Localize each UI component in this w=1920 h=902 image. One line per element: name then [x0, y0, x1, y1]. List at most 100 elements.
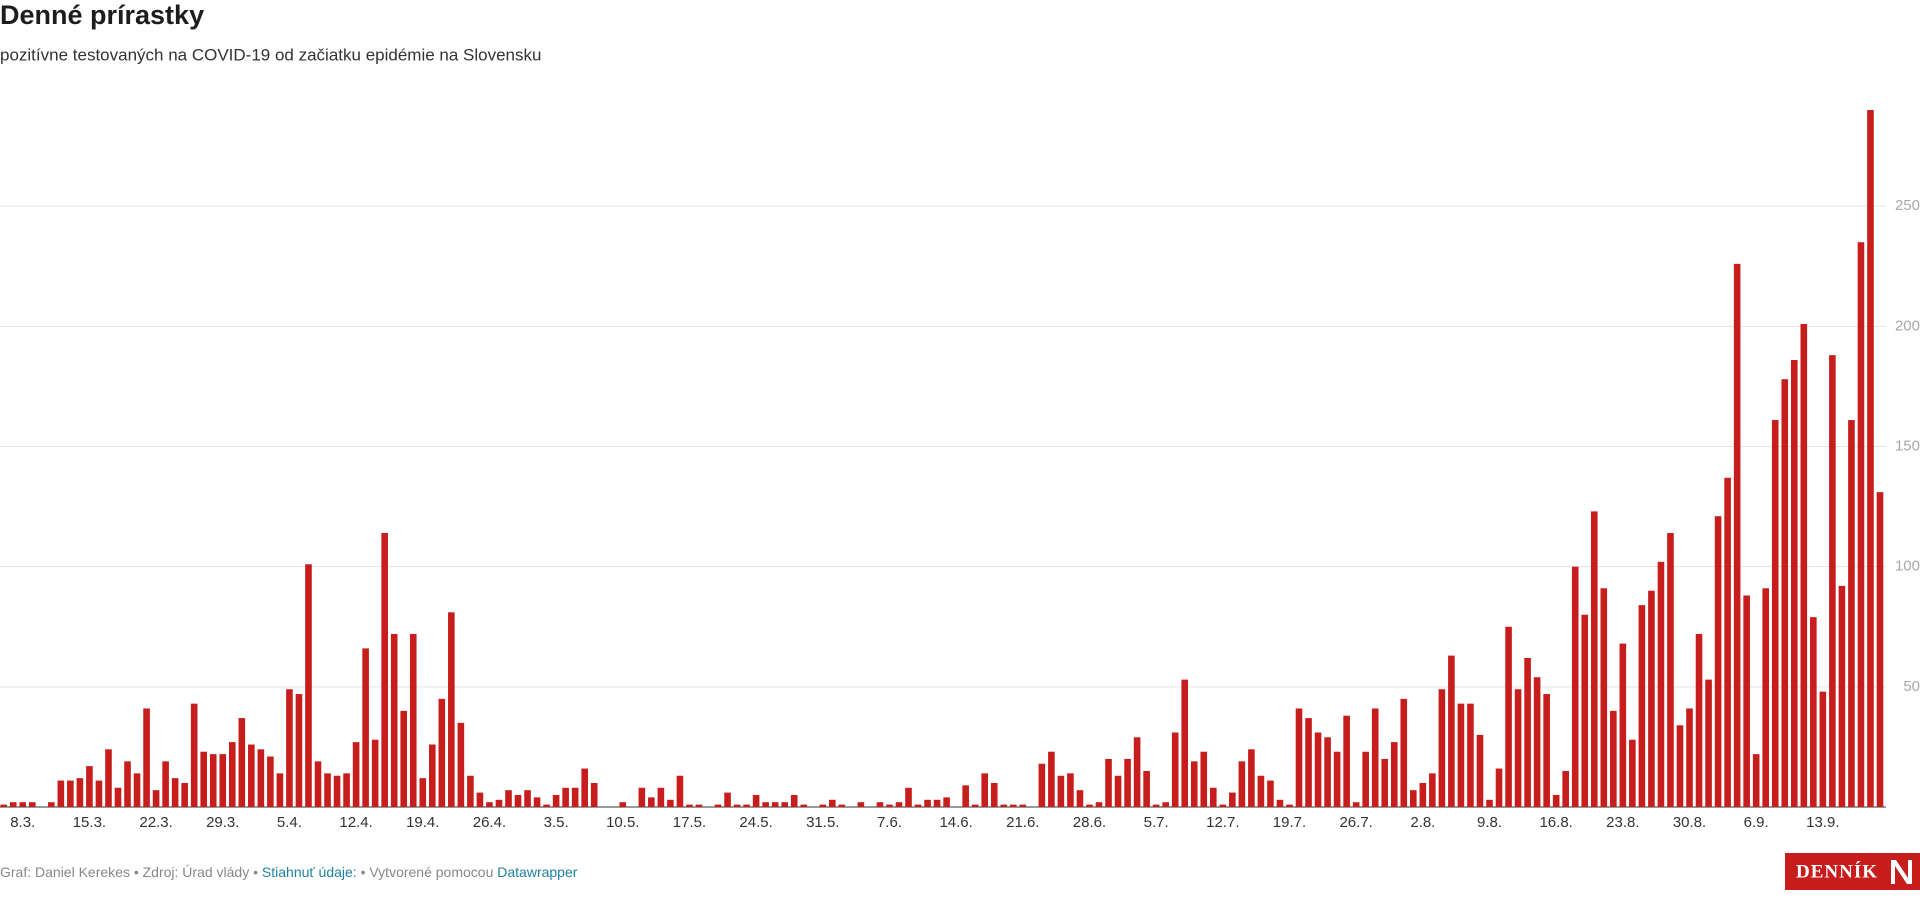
- bar: [1495, 768, 1503, 807]
- bar: [428, 744, 436, 807]
- x-tick-label: 26.7.: [1339, 814, 1372, 831]
- bar: [419, 778, 427, 807]
- bar: [1486, 799, 1493, 807]
- bar: [1381, 758, 1389, 807]
- bar: [1705, 679, 1712, 807]
- bar: [314, 761, 322, 807]
- bar: [733, 804, 741, 807]
- bar: [638, 787, 646, 807]
- bar: [48, 802, 55, 807]
- y-tick-label: 200: [1895, 317, 1920, 334]
- bar: [1600, 588, 1608, 807]
- x-tick-label: 21.6.: [1006, 814, 1039, 831]
- bar: [286, 689, 293, 807]
- bar: [1638, 605, 1646, 807]
- bar: [533, 797, 541, 807]
- bar: [1724, 477, 1731, 807]
- bar: [619, 802, 627, 807]
- bar: [1400, 698, 1408, 807]
- bar: [1257, 775, 1265, 807]
- bar: [1657, 561, 1665, 807]
- bar: [1095, 802, 1103, 807]
- x-tick-label: 29.3.: [206, 814, 239, 831]
- bar: [457, 722, 465, 807]
- logo-box: [1785, 853, 1920, 890]
- x-tick-label: 16.8.: [1539, 814, 1572, 831]
- bar: [495, 799, 503, 807]
- bar: [552, 794, 560, 807]
- y-tick-label: 100: [1895, 558, 1920, 575]
- bar: [819, 804, 827, 807]
- bar: [1429, 773, 1436, 807]
- bar: [1790, 359, 1798, 807]
- bar: [333, 775, 341, 807]
- bar: [1000, 804, 1008, 807]
- bar: [1590, 511, 1598, 807]
- bar: [1324, 737, 1331, 807]
- datawrapper-link[interactable]: Datawrapper: [497, 864, 577, 880]
- bar: [1067, 773, 1074, 807]
- bar: [914, 804, 922, 807]
- bar: [362, 648, 369, 807]
- bar: [971, 804, 979, 807]
- x-tick-label: 9.8.: [1477, 814, 1502, 831]
- bar: [248, 744, 255, 807]
- bar: [1286, 804, 1293, 807]
- x-tick-label: 31.5.: [806, 814, 839, 831]
- bar: [295, 694, 303, 807]
- bar: [1438, 689, 1446, 807]
- bar: [1276, 799, 1284, 807]
- bar: [1371, 708, 1379, 807]
- bar: [67, 780, 74, 807]
- bar: [1457, 703, 1465, 807]
- bar: [1771, 420, 1779, 807]
- chart-title: Denné prírastky: [0, 0, 204, 30]
- bar: [486, 802, 493, 807]
- bar: [95, 780, 103, 807]
- bar: [962, 785, 969, 807]
- bar: [790, 794, 798, 807]
- bar: [448, 612, 455, 807]
- download-link[interactable]: Stiahnuť údaje:: [262, 864, 357, 880]
- bar: [1752, 754, 1760, 807]
- bar: [114, 787, 122, 807]
- logo-icon: [1891, 860, 1912, 884]
- bar: [267, 756, 274, 807]
- bar: [171, 778, 179, 807]
- bar: [562, 787, 569, 807]
- bar: [514, 794, 522, 807]
- bar: [1838, 585, 1846, 807]
- bar: [1848, 420, 1855, 807]
- bar: [1086, 804, 1093, 807]
- bar: [590, 782, 598, 807]
- bar: [1819, 691, 1827, 807]
- bar: [343, 773, 350, 807]
- bar: [305, 564, 312, 807]
- x-tick-label: 19.7.: [1273, 814, 1306, 831]
- bar: [86, 766, 93, 807]
- bar: [1229, 792, 1236, 807]
- bar: [857, 802, 865, 807]
- x-tick-label: 24.5.: [739, 814, 772, 831]
- bar: [1857, 242, 1865, 807]
- bar: [1333, 751, 1341, 807]
- bar: [1695, 633, 1703, 807]
- y-tick-label: 150: [1895, 437, 1920, 454]
- bar: [1467, 703, 1474, 807]
- bar: [1829, 355, 1836, 807]
- chart-subtitle: pozitívne testovaných na COVID-19 od zač…: [0, 45, 541, 64]
- bar: [905, 787, 912, 807]
- bar: [1743, 595, 1750, 807]
- bar: [1781, 379, 1789, 807]
- bar: [1629, 739, 1636, 807]
- bar: [162, 761, 169, 807]
- bar: [1143, 770, 1150, 807]
- bar: [524, 790, 531, 807]
- bar: [1343, 715, 1350, 807]
- bar: [57, 780, 65, 807]
- bar: [657, 787, 665, 807]
- bar: [829, 799, 836, 807]
- bar: [543, 804, 550, 807]
